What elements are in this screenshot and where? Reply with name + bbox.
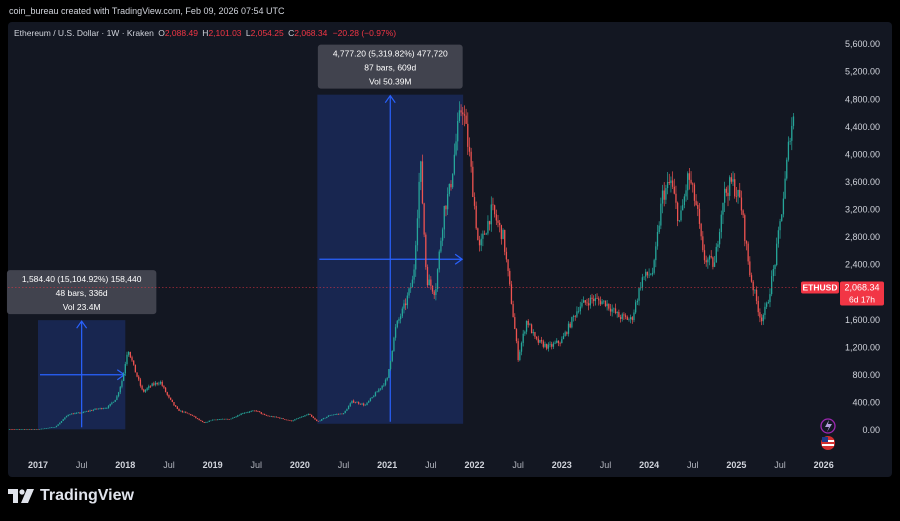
low-value: 2,054.25 xyxy=(250,28,284,38)
attribution-text: coin_bureau created with TradingView.com… xyxy=(0,0,900,22)
open-value: 2,088.49 xyxy=(164,28,198,38)
symbol-legend: Ethereum / U.S. Dollar · 1W · Kraken O2,… xyxy=(14,28,397,38)
chart-panel[interactable]: Ethereum / U.S. Dollar · 1W · Kraken O2,… xyxy=(8,22,892,477)
close-value: 2,068.34 xyxy=(294,28,328,38)
high-value: 2,101.03 xyxy=(208,28,242,38)
symbol-name: Ethereum / U.S. Dollar · 1W · Kraken xyxy=(14,28,154,38)
footer xyxy=(0,477,900,521)
tradingview-logo-icon xyxy=(8,489,34,503)
change-value: −20.28 (−0.97%) xyxy=(332,28,397,38)
brand-name: TradingView xyxy=(40,487,134,504)
tradingview-logo[interactable]: TradingView xyxy=(8,487,134,505)
